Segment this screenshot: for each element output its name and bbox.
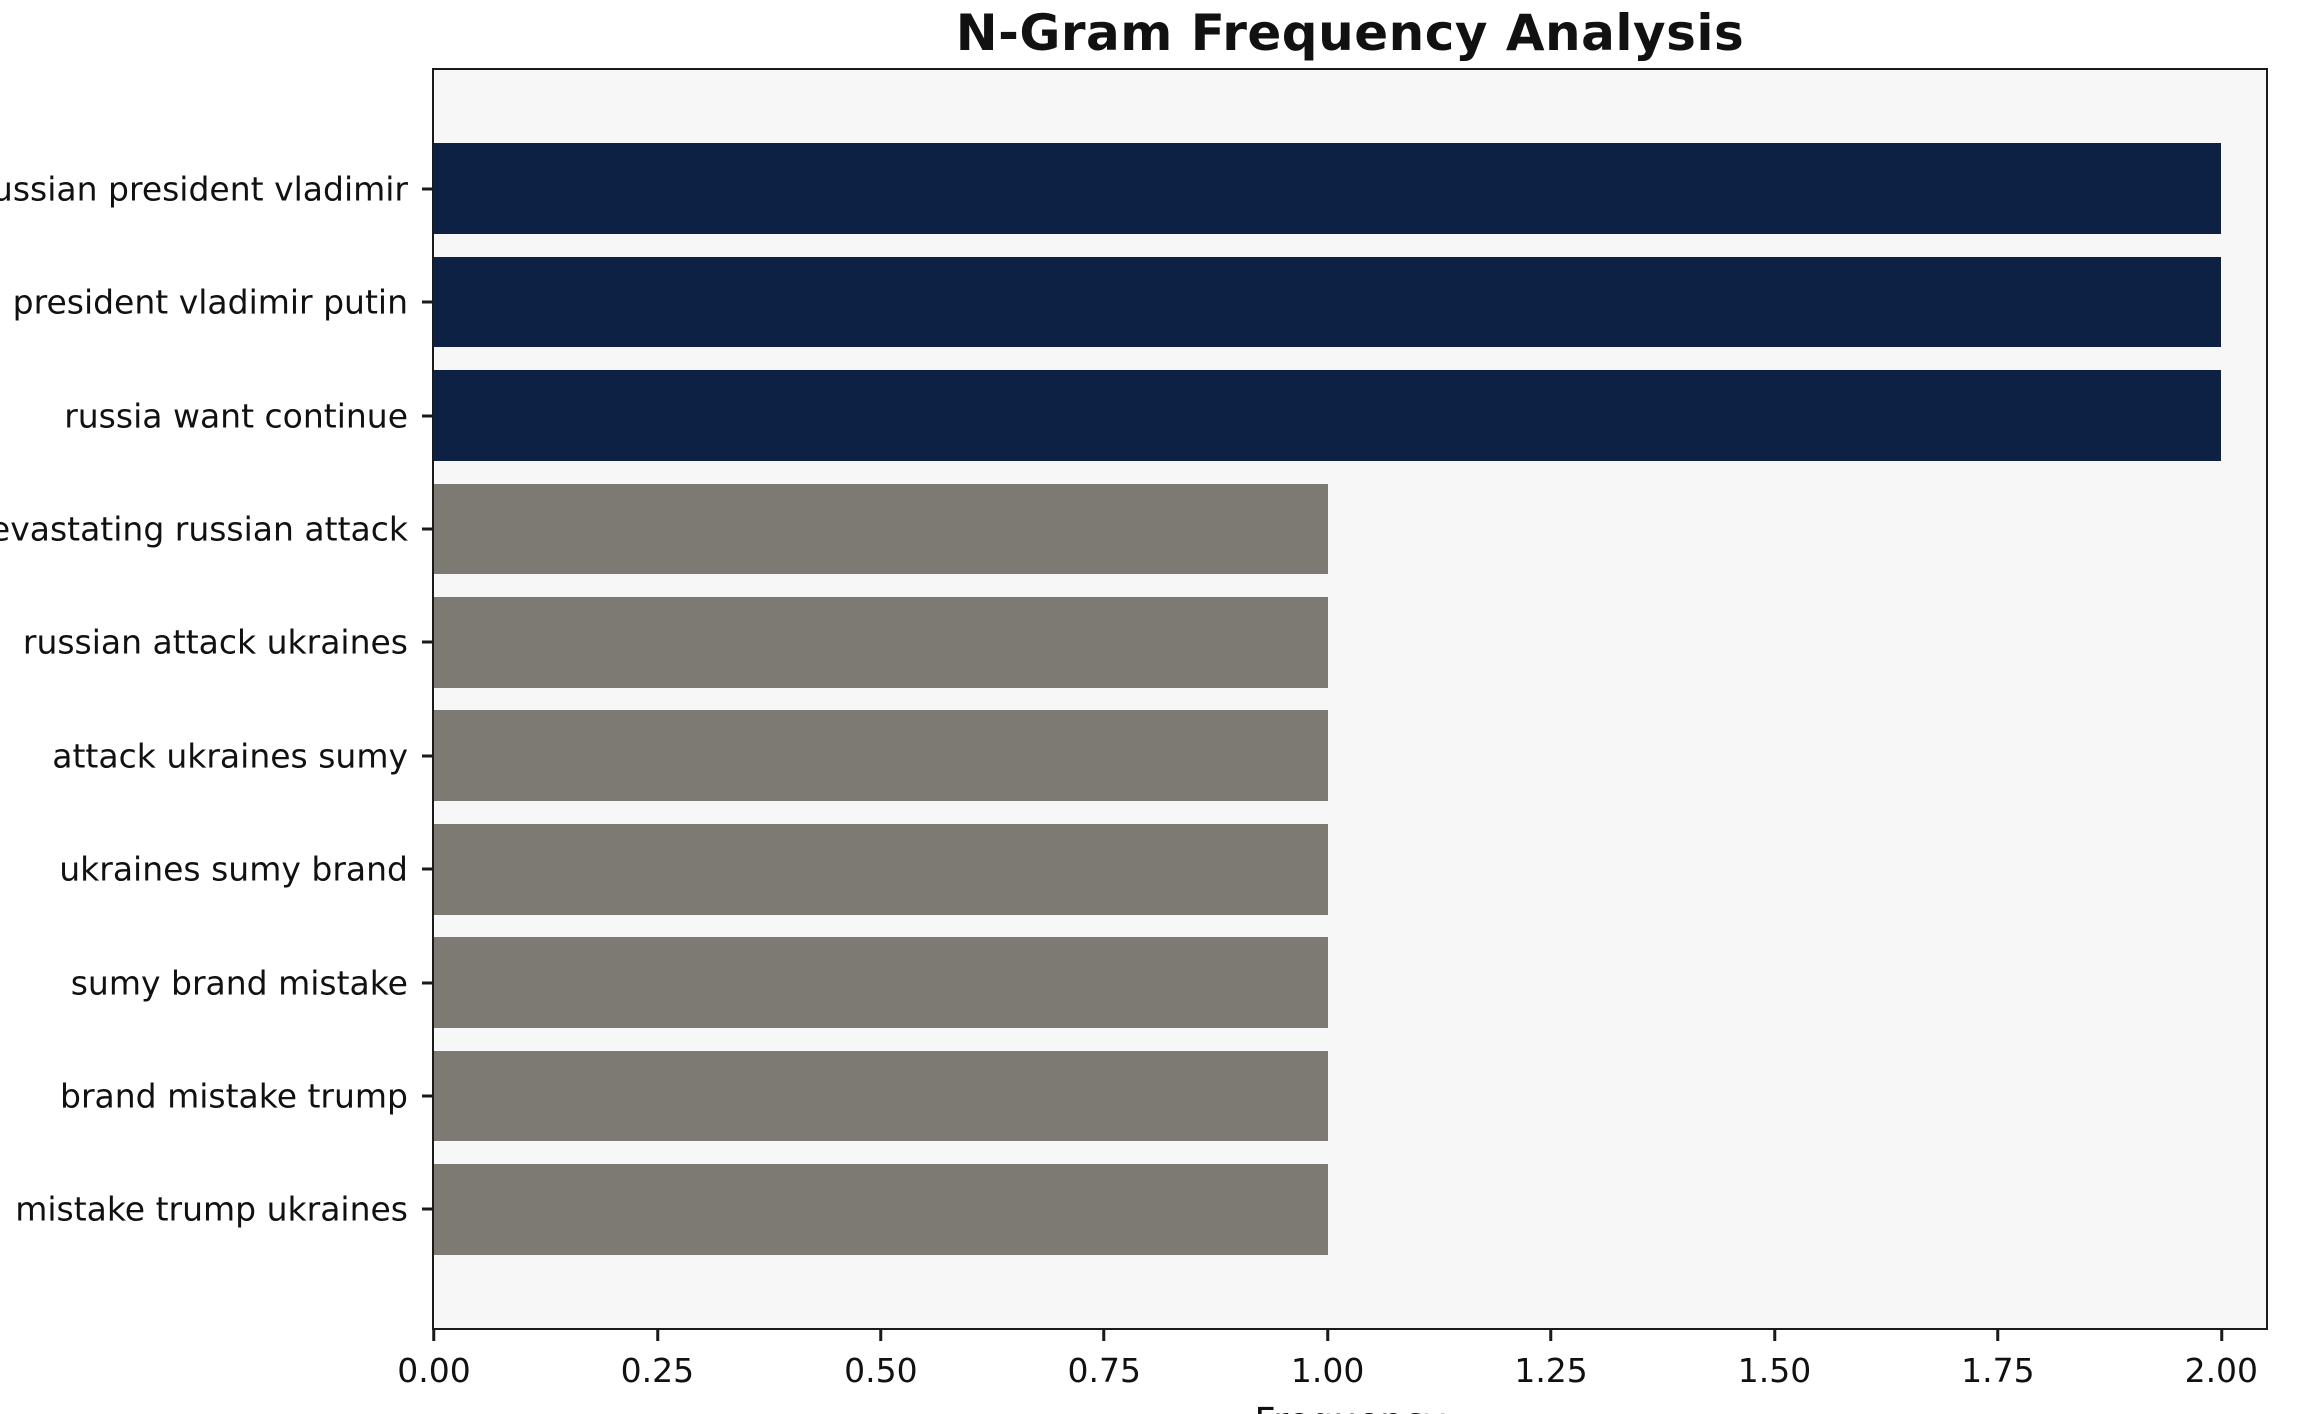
y-tick: russian attack ukraines — [23, 623, 434, 662]
bar — [434, 370, 2222, 461]
y-tick-label: mistake trump ukraines — [15, 1189, 408, 1229]
x-tick: 1.25 — [1514, 1328, 1588, 1390]
x-tick: 0.25 — [621, 1328, 694, 1390]
y-tick: attack ukraines sumy — [52, 736, 434, 775]
y-tick-mark — [422, 300, 432, 304]
x-tick-label: 1.75 — [1961, 1351, 2035, 1390]
x-tick-mark — [2219, 1328, 2223, 1341]
bar — [434, 823, 1328, 915]
chart-title: N-Gram Frequency Analysis — [955, 4, 1745, 62]
bar-row: brand mistake trump — [60, 1039, 2266, 1152]
x-tick-mark — [432, 1328, 436, 1341]
x-tick-mark — [655, 1328, 659, 1341]
x-tick-label: 1.50 — [1737, 1351, 1812, 1390]
y-tick: ukraines sumy brand — [59, 850, 434, 889]
y-tick-mark — [422, 754, 432, 758]
y-tick: russian president vladimir — [0, 169, 434, 208]
bar — [434, 483, 1328, 575]
y-tick-mark — [422, 527, 432, 531]
y-tick-mark — [422, 981, 432, 985]
bar — [434, 1050, 1328, 1142]
y-tick: brand mistake trump — [60, 1076, 434, 1115]
y-tick: sumy brand mistake — [71, 963, 434, 1002]
y-tick-label: president vladimir putin — [12, 282, 408, 322]
x-tick: 1.50 — [1738, 1328, 1811, 1390]
bar — [434, 937, 1328, 1028]
x-tick-label: 1.25 — [1514, 1351, 1588, 1390]
y-tick-label: russian attack ukraines — [22, 622, 408, 662]
x-tick-label: 0.00 — [397, 1351, 471, 1390]
x-tick-label: 0.75 — [1067, 1351, 1141, 1390]
x-tick: 1.75 — [1961, 1328, 2035, 1390]
y-tick: president vladimir putin — [13, 283, 434, 322]
bar-row: russia want continue — [64, 359, 2266, 472]
y-tick-mark — [422, 867, 432, 871]
x-tick-mark — [1326, 1328, 1330, 1341]
x-tick: 0.50 — [844, 1328, 918, 1390]
y-tick-mark — [422, 414, 432, 418]
bar-row: president vladimir putin — [13, 245, 2266, 358]
bar-row: sumy brand mistake — [71, 926, 2266, 1039]
bar-row: devastating russian attack — [0, 472, 2266, 585]
y-tick-label: russia want continue — [64, 396, 408, 436]
x-tick-label: 0.25 — [620, 1351, 695, 1390]
x-tick-mark — [1549, 1328, 1553, 1341]
y-tick: mistake trump ukraines — [15, 1190, 434, 1229]
y-tick: russia want continue — [64, 396, 434, 435]
bar — [434, 710, 1328, 802]
bar — [434, 596, 1328, 688]
y-tick-mark — [422, 187, 432, 191]
y-tick: devastating russian attack — [0, 509, 434, 548]
bar-row: russian president vladimir — [0, 132, 2266, 245]
y-tick-mark — [422, 1094, 432, 1098]
x-tick-label: 0.50 — [844, 1351, 918, 1390]
bar — [434, 256, 2222, 348]
y-tick-label: sumy brand mistake — [70, 963, 408, 1003]
y-tick-label: attack ukraines sumy — [52, 736, 408, 776]
plot-area: russian president vladimir president vlad… — [0, 68, 2268, 1414]
bar-row: ukraines sumy brand — [59, 812, 2266, 925]
x-tick: 1.00 — [1291, 1328, 1364, 1390]
x-tick-mark — [1102, 1328, 1106, 1341]
x-axis-label: Frequency — [434, 1400, 2266, 1414]
x-tick-label: 1.00 — [1290, 1351, 1365, 1390]
x-tick: 2.00 — [2185, 1328, 2258, 1390]
bars: russian president vladimir president vlad… — [0, 132, 2266, 1266]
x-tick: 0.75 — [1067, 1328, 1141, 1390]
x-tick-mark — [879, 1328, 883, 1341]
y-tick-label: russian president vladimir — [0, 169, 408, 209]
bar-row: russian attack ukraines — [23, 586, 2266, 699]
y-tick-label: ukraines sumy brand — [59, 849, 408, 889]
y-tick-mark — [422, 640, 432, 644]
bar-row: attack ukraines sumy — [52, 699, 2266, 812]
y-tick-mark — [422, 1207, 432, 1211]
y-tick-label: devastating russian attack — [0, 509, 408, 549]
bar-row: mistake trump ukraines — [15, 1153, 2266, 1266]
x-tick-label: 2.00 — [2184, 1351, 2259, 1390]
x-tick-mark — [1996, 1328, 2000, 1341]
x-tick-mark — [1772, 1328, 1776, 1341]
bar — [434, 1164, 1328, 1255]
bar — [434, 143, 2222, 235]
x-tick: 0.00 — [397, 1328, 471, 1390]
y-tick-label: brand mistake trump — [60, 1076, 408, 1116]
